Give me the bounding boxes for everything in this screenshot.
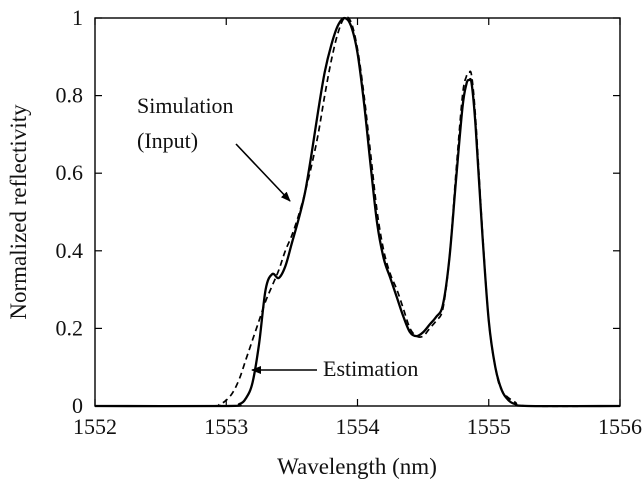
axis-tick-labels: 1552 1553 1554 1555 1556 0 0.2 0.4 0.6 0.8 1 (56, 5, 643, 439)
annotation-simulation-line-2: (Input) (137, 128, 198, 153)
series-layer (94, 16, 621, 408)
x-tick-label: 1555 (467, 414, 511, 439)
y-tick-label: 0.4 (56, 238, 84, 263)
y-tick-label: 0.8 (56, 83, 84, 108)
plot-area-frame (94, 17, 621, 407)
x-tick-label: 1556 (598, 414, 642, 439)
x-tick-label: 1552 (73, 414, 117, 439)
x-axis-label: Wavelength (nm) (277, 454, 437, 479)
annotation-estimation: Estimation (251, 356, 418, 381)
series-line-simulation (94, 16, 621, 408)
annotation-estimation-label: Estimation (323, 356, 418, 381)
y-tick-label: 0.6 (56, 160, 84, 185)
x-tick-label: 1554 (336, 414, 380, 439)
y-tick-label: 0.2 (56, 315, 84, 340)
axis-ticks (94, 17, 621, 407)
annotation-simulation-line-1: Simulation (137, 93, 234, 118)
y-tick-label: 0 (72, 393, 83, 418)
annotation-simulation-arrow (235, 143, 291, 202)
y-tick-label: 1 (72, 5, 83, 30)
x-tick-label: 1553 (204, 414, 248, 439)
series-line-estimation (94, 16, 621, 408)
y-axis-label: Normalized reflectivity (6, 104, 31, 320)
annotation-simulation: Simulation (Input) (137, 93, 291, 202)
